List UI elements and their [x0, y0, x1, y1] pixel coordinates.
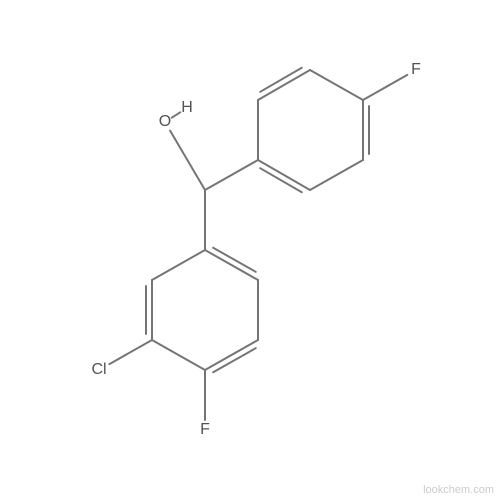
atom-label-f_top: F [411, 61, 421, 79]
atom-label-oh_h: H [181, 99, 193, 117]
atom-label-cl: Cl [91, 361, 106, 379]
molecule-diagram [0, 0, 500, 500]
watermark-text: lookchem.com [423, 484, 494, 496]
atom-label-f_bot: F [200, 421, 210, 439]
atom-label-oh_o: O [159, 113, 171, 131]
